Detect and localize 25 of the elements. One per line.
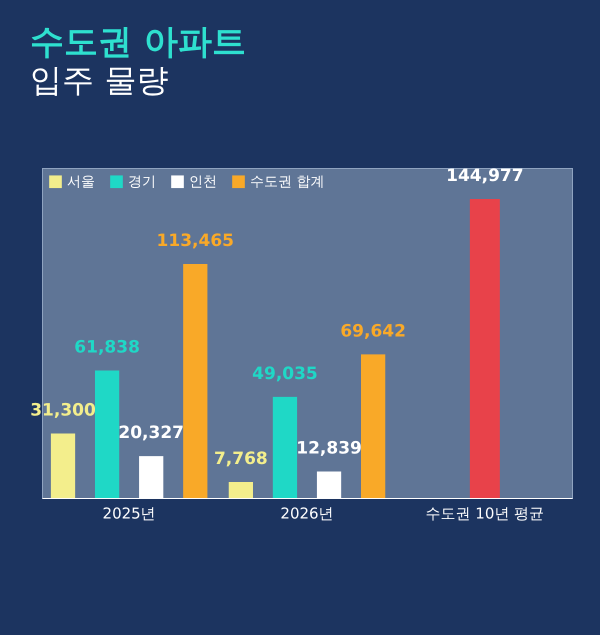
bar bbox=[272, 396, 298, 498]
data-label: 12,839 bbox=[296, 438, 362, 459]
bar bbox=[228, 482, 253, 498]
bar bbox=[470, 198, 500, 498]
bar bbox=[94, 370, 120, 498]
legend-label: 경기 bbox=[128, 174, 156, 190]
data-label: 61,838 bbox=[74, 337, 140, 358]
data-label: 7,768 bbox=[214, 448, 268, 469]
data-label: 113,465 bbox=[156, 230, 234, 251]
x-tick-label: 수도권 10년 평균 bbox=[426, 504, 544, 522]
legend-label: 서울 bbox=[67, 174, 95, 190]
bar bbox=[183, 264, 208, 498]
data-label: 20,327 bbox=[118, 423, 184, 444]
data-label: 69,642 bbox=[340, 321, 406, 342]
data-label: 31,300 bbox=[30, 400, 96, 420]
data-label: 144,977 bbox=[446, 166, 524, 186]
legend-label: 수도권 합계 bbox=[250, 174, 324, 190]
chart-title: 수도권 아파트 bbox=[30, 22, 246, 62]
x-tick-label: 2026년 bbox=[280, 504, 334, 522]
bar bbox=[50, 433, 76, 498]
legend-label: 인천 bbox=[189, 174, 217, 190]
data-label: 49,035 bbox=[252, 364, 318, 384]
x-tick-label: 2025년 bbox=[102, 504, 156, 522]
bar bbox=[361, 354, 386, 498]
chart-subtitle: 입주 물량 bbox=[30, 60, 168, 99]
